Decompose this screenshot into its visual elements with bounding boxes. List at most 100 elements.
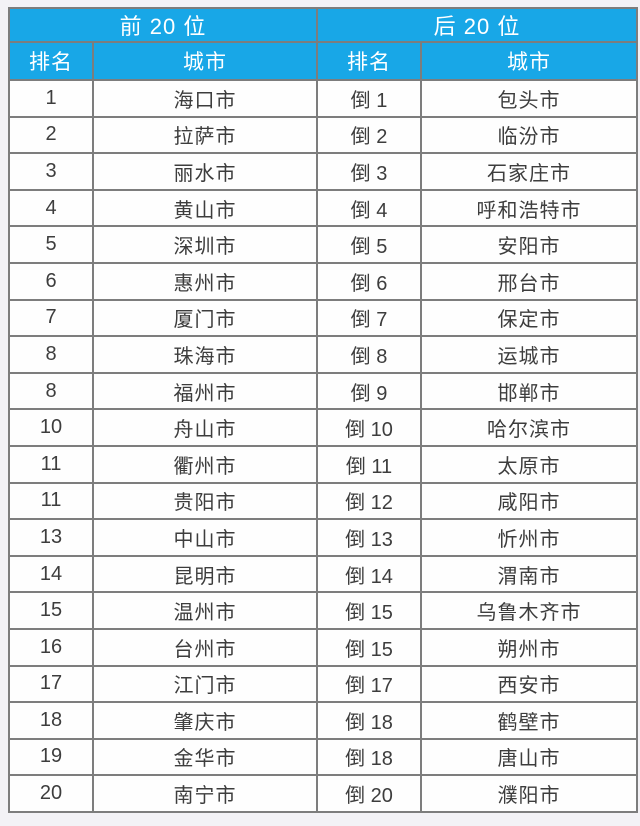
bottom-city-cell: 濮阳市 bbox=[420, 774, 639, 813]
bottom-rank-column-header: 排名 bbox=[316, 41, 423, 81]
bottom-rank-cell: 倒 11 bbox=[316, 444, 423, 484]
top-rank-cell: 6 bbox=[8, 261, 94, 301]
bottom-city-column-header: 城市 bbox=[420, 41, 639, 81]
bottom-city-cell: 忻州市 bbox=[420, 518, 639, 557]
bottom-rank-cell: 倒 4 bbox=[316, 188, 423, 228]
table-row: 3 丽水市倒 3 石家庄市 bbox=[8, 152, 639, 191]
table-row: 4 黄山市倒 4 呼和浩特市 bbox=[8, 188, 639, 228]
bottom-city-cell: 保定市 bbox=[420, 298, 639, 338]
top-city-cell: 肇庆市 bbox=[91, 701, 319, 740]
top20-group-header: 前 20 位 bbox=[7, 7, 319, 43]
bottom-city-cell: 乌鲁木齐市 bbox=[420, 591, 639, 630]
top-city-cell: 拉萨市 bbox=[91, 115, 319, 155]
bottom-rank-cell: 倒 20 bbox=[316, 774, 423, 813]
top-city-cell: 珠海市 bbox=[91, 335, 319, 374]
top-city-cell: 海口市 bbox=[91, 79, 319, 118]
bottom-rank-cell: 倒 10 bbox=[316, 408, 423, 447]
bottom-city-cell: 唐山市 bbox=[420, 737, 639, 777]
bottom-rank-cell: 倒 1 bbox=[316, 79, 423, 118]
top-city-cell: 福州市 bbox=[91, 371, 319, 411]
bottom-rank-cell: 倒 8 bbox=[316, 335, 423, 374]
top-rank-cell: 11 bbox=[8, 444, 94, 484]
bottom-rank-cell: 倒 5 bbox=[316, 225, 423, 264]
bottom-city-cell: 鹤壁市 bbox=[420, 701, 639, 740]
top-city-cell: 中山市 bbox=[91, 518, 319, 557]
bottom-city-cell: 咸阳市 bbox=[420, 481, 639, 521]
bottom-city-cell: 朔州市 bbox=[420, 627, 639, 667]
top-rank-cell: 2 bbox=[8, 115, 94, 155]
top-rank-column-header: 排名 bbox=[8, 41, 94, 81]
bottom-city-cell: 邯郸市 bbox=[420, 371, 639, 411]
table-row: 16 台州市倒 15 朔州市 bbox=[8, 627, 639, 667]
table-row: 2 拉萨市倒 2 临汾市 bbox=[8, 115, 639, 155]
bottom-city-cell: 西安市 bbox=[420, 664, 639, 704]
top-rank-cell: 8 bbox=[8, 371, 94, 411]
top-city-cell: 昆明市 bbox=[91, 554, 319, 594]
table-row: 8 珠海市倒 8 运城市 bbox=[8, 335, 639, 374]
top-city-cell: 金华市 bbox=[91, 737, 319, 777]
bottom-rank-cell: 倒 7 bbox=[316, 298, 423, 338]
top-rank-cell: 7 bbox=[8, 298, 94, 338]
group-header-row: 前 20 位 后 20 位 bbox=[7, 7, 639, 43]
bottom-rank-cell: 倒 18 bbox=[316, 701, 423, 740]
bottom-city-cell: 包头市 bbox=[420, 79, 639, 118]
table-row: 11 衢州市倒 11 太原市 bbox=[8, 444, 639, 484]
bottom-rank-cell: 倒 15 bbox=[316, 591, 423, 630]
table-row: 1 海口市倒 1 包头市 bbox=[8, 79, 639, 118]
top-rank-cell: 10 bbox=[8, 408, 94, 447]
top-rank-cell: 20 bbox=[8, 774, 94, 813]
table-row: 14 昆明市倒 14 渭南市 bbox=[8, 554, 639, 594]
table-row: 8 福州市倒 9 邯郸市 bbox=[8, 371, 639, 411]
top-city-cell: 舟山市 bbox=[91, 408, 319, 447]
top-rank-cell: 8 bbox=[8, 335, 94, 374]
top-rank-cell: 18 bbox=[8, 701, 94, 740]
top-city-cell: 南宁市 bbox=[91, 774, 319, 813]
bottom-rank-cell: 倒 3 bbox=[316, 152, 423, 191]
table-row: 13 中山市倒 13 忻州市 bbox=[8, 518, 639, 557]
top-rank-cell: 11 bbox=[8, 481, 94, 521]
bottom-city-cell: 渭南市 bbox=[420, 554, 639, 594]
top-city-cell: 黄山市 bbox=[91, 188, 319, 228]
top-rank-cell: 13 bbox=[8, 518, 94, 557]
top-rank-cell: 17 bbox=[8, 664, 94, 704]
top-rank-cell: 15 bbox=[8, 591, 94, 630]
top-rank-cell: 14 bbox=[8, 554, 94, 594]
bottom-city-cell: 安阳市 bbox=[420, 225, 639, 264]
bottom-city-cell: 运城市 bbox=[420, 335, 639, 374]
table-row: 18 肇庆市倒 18 鹤壁市 bbox=[8, 701, 639, 740]
top-city-cell: 江门市 bbox=[91, 664, 319, 704]
top-rank-cell: 1 bbox=[8, 79, 94, 118]
top-city-cell: 丽水市 bbox=[91, 152, 319, 191]
bottom-rank-cell: 倒 13 bbox=[316, 518, 423, 557]
top-city-cell: 温州市 bbox=[91, 591, 319, 630]
top-city-column-header: 城市 bbox=[91, 41, 319, 81]
table-header: 前 20 位 后 20 位 排名 城市 排名 城市 bbox=[7, 7, 639, 81]
top-city-cell: 台州市 bbox=[91, 627, 319, 667]
bottom20-group-header: 后 20 位 bbox=[316, 7, 639, 43]
top-rank-cell: 5 bbox=[8, 225, 94, 264]
bottom-city-cell: 石家庄市 bbox=[420, 152, 639, 191]
table-row: 15 温州市倒 15 乌鲁木齐市 bbox=[8, 591, 639, 630]
bottom-rank-cell: 倒 9 bbox=[316, 371, 423, 411]
bottom-rank-cell: 倒 18 bbox=[316, 737, 423, 777]
bottom-city-cell: 呼和浩特市 bbox=[420, 188, 639, 228]
table-body: 1 海口市倒 1 包头市 2 拉萨市倒 2 临汾市 3 丽水市倒 3 石家庄市 4 黄山市倒 4 呼和… bbox=[8, 79, 639, 813]
top-rank-cell: 3 bbox=[8, 152, 94, 191]
table-row: 20 南宁市倒 20 濮阳市 bbox=[8, 774, 639, 813]
bottom-rank-cell: 倒 6 bbox=[316, 261, 423, 301]
bottom-rank-cell: 倒 14 bbox=[316, 554, 423, 594]
table-row: 10 舟山市倒 10 哈尔滨市 bbox=[8, 408, 639, 447]
bottom-rank-cell: 倒 12 bbox=[316, 481, 423, 521]
top-city-cell: 厦门市 bbox=[91, 298, 319, 338]
table-row: 19 金华市倒 18 唐山市 bbox=[8, 737, 639, 777]
bottom-city-cell: 邢台市 bbox=[420, 261, 639, 301]
bottom-city-cell: 临汾市 bbox=[420, 115, 639, 155]
top-city-cell: 衢州市 bbox=[91, 444, 319, 484]
bottom-rank-cell: 倒 2 bbox=[316, 115, 423, 155]
top-city-cell: 贵阳市 bbox=[91, 481, 319, 521]
column-header-row: 排名 城市 排名 城市 bbox=[8, 41, 639, 81]
top-city-cell: 惠州市 bbox=[91, 261, 319, 301]
bottom-rank-cell: 倒 17 bbox=[316, 664, 423, 704]
table-row: 11 贵阳市倒 12 咸阳市 bbox=[8, 481, 639, 521]
